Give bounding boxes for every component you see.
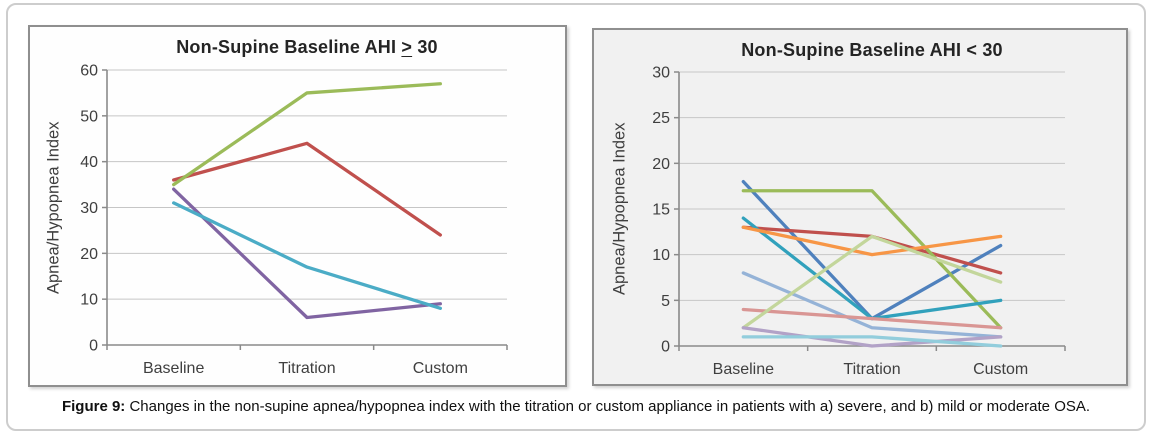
series-line (741, 271, 1003, 339)
y-tick-label: 10 (80, 292, 98, 309)
y-tick-label: 40 (80, 154, 98, 171)
series-line (741, 326, 1003, 348)
chart-panel-severe: 0 10 20 30 40 50 60 Baseline Titration Custom Non… (28, 25, 567, 387)
x-category-label: Custom (413, 360, 468, 377)
y-tick-label: 5 (661, 293, 670, 310)
figure-caption-label: Figure 9: (61, 398, 126, 415)
series-line (741, 307, 1003, 330)
series-line (172, 141, 442, 237)
y-tick-label: 15 (652, 202, 670, 219)
x-category-label: Baseline (713, 361, 774, 378)
chart-title-mild-prefix: Non-Supine Baseline AHI (741, 40, 962, 60)
less-than-symbol: < (966, 40, 978, 60)
chart-title-severe: Non-Supine Baseline AHI > 30 (107, 37, 507, 58)
y-axis-title-mild-moderate: Apnea/Hypopnea Index (610, 122, 629, 296)
series-line (741, 335, 1003, 348)
y-tick-label: 20 (652, 156, 670, 173)
chart-title-severe-suffix: 30 (417, 37, 438, 57)
figure-caption: Figure 9: Changes in the non-supine apne… (8, 398, 1144, 415)
y-tick-label: 30 (652, 65, 670, 82)
y-tick-label: 0 (89, 338, 98, 355)
chart-panel-mild-moderate: 0 5 10 15 20 25 30 Baseline Titration Custom Non-… (592, 28, 1128, 386)
x-category-label: Custom (973, 361, 1028, 378)
series-line (172, 201, 442, 310)
y-tick-label: 50 (80, 108, 98, 125)
x-category-label: Titration (278, 360, 335, 377)
y-tick-label: 25 (652, 110, 670, 127)
series-line (741, 234, 1003, 330)
series-line (741, 189, 1003, 330)
y-tick-label: 0 (661, 339, 670, 356)
series-line (172, 82, 442, 187)
figure-card: 0 10 20 30 40 50 60 Baseline Titration Custom Non… (6, 3, 1146, 431)
x-category-label: Baseline (143, 360, 204, 377)
y-tick-label: 60 (80, 63, 98, 80)
figure-caption-text: Changes in the non-supine apnea/hypopnea… (129, 398, 1091, 415)
series-line (741, 225, 1003, 257)
y-tick-label: 20 (80, 246, 98, 263)
y-tick-label: 10 (652, 247, 670, 264)
y-tick-label: 30 (80, 200, 98, 217)
y-axis-title-severe: Apnea/Hypopnea Index (44, 121, 63, 294)
line-chart-mild-moderate: 0 5 10 15 20 25 30 Baseline Titration Custom (652, 65, 1066, 378)
greater-equal-symbol: > (401, 37, 413, 57)
chart-title-mild-moderate: Non-Supine Baseline AHI < 30 (679, 40, 1065, 61)
chart-title-severe-prefix: Non-Supine Baseline AHI (176, 37, 397, 57)
line-chart-severe: 0 10 20 30 40 50 60 Baseline Titration Custom (80, 63, 508, 377)
chart-title-mild-suffix: 30 (982, 40, 1003, 60)
series-line (172, 187, 442, 320)
x-category-label: Titration (843, 361, 900, 378)
